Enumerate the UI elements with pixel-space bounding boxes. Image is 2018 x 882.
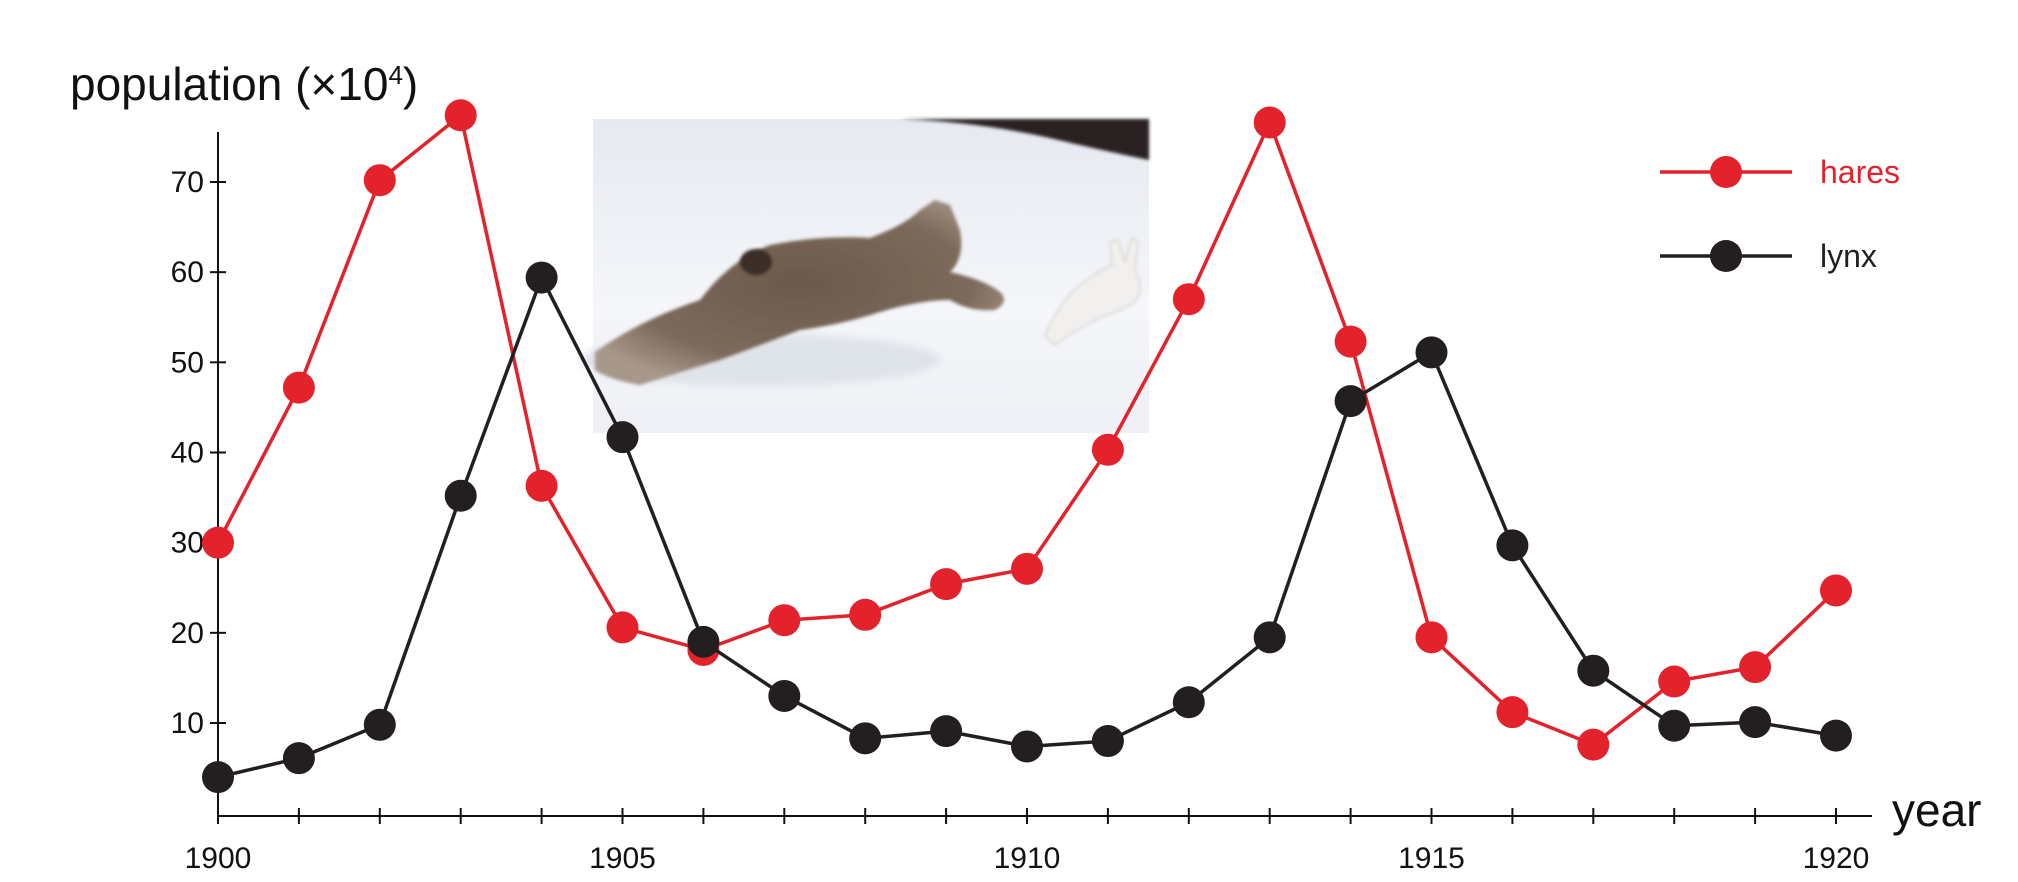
data-point-hares xyxy=(282,371,315,404)
legend-marker xyxy=(1710,156,1742,188)
data-point-hares xyxy=(1739,651,1772,684)
legend-marker xyxy=(1710,240,1742,272)
x-tick-label: 1920 xyxy=(1803,842,1870,875)
data-point-hares xyxy=(1415,621,1448,654)
legend: hares lynx xyxy=(1660,154,1900,274)
data-point-hares xyxy=(1577,728,1610,761)
data-point-hares xyxy=(1253,106,1286,139)
data-point-lynx xyxy=(687,625,720,658)
data-point-lynx xyxy=(1334,385,1367,418)
y-tick-label: 30 xyxy=(171,527,204,560)
data-point-lynx xyxy=(1091,725,1124,758)
series-hares xyxy=(202,99,1852,761)
data-point-lynx xyxy=(1011,730,1043,763)
legend-label: hares xyxy=(1820,154,1900,190)
data-point-lynx xyxy=(525,261,558,294)
data-point-hares xyxy=(1334,325,1367,358)
data-point-hares xyxy=(930,568,963,601)
series-lynx xyxy=(202,261,1852,794)
data-point-lynx xyxy=(1577,654,1610,687)
data-point-lynx xyxy=(1658,709,1691,742)
data-point-lynx xyxy=(930,715,963,748)
axes: 1900 1905 1910 1915 1920 10 20 30 40 50 60 70 xyxy=(171,132,1872,875)
x-tick-label: 1910 xyxy=(994,842,1061,875)
series-layer xyxy=(202,99,1852,794)
data-point-lynx xyxy=(1739,706,1772,739)
data-point-hares xyxy=(363,164,396,197)
data-point-lynx xyxy=(363,708,396,741)
x-tick-label: 1915 xyxy=(1398,842,1465,875)
y-tick-label: 60 xyxy=(171,256,204,289)
data-point-lynx xyxy=(1253,621,1286,654)
data-point-lynx xyxy=(444,479,477,512)
data-point-lynx xyxy=(1415,336,1448,369)
data-point-hares xyxy=(1658,665,1691,698)
data-point-hares xyxy=(849,598,882,631)
data-point-lynx xyxy=(1820,719,1852,752)
data-point-hares xyxy=(1820,574,1852,607)
y-tick-label: 40 xyxy=(171,437,204,470)
data-point-hares xyxy=(1172,283,1205,316)
data-point-lynx xyxy=(1172,686,1205,719)
data-point-hares xyxy=(606,611,639,644)
y-tick-label: 20 xyxy=(171,617,204,650)
data-point-lynx xyxy=(1496,529,1529,562)
y-tick-label: 50 xyxy=(171,346,204,379)
x-axis-title: year xyxy=(1892,784,1981,836)
data-point-lynx xyxy=(606,421,639,454)
data-point-lynx xyxy=(849,722,882,755)
data-point-hares xyxy=(1496,696,1529,729)
x-tick-label: 1905 xyxy=(589,842,656,875)
data-point-hares xyxy=(525,469,558,502)
legend-entry-lynx: lynx xyxy=(1660,238,1877,274)
data-point-lynx xyxy=(768,679,801,712)
y-axis-title: population (×104) xyxy=(70,58,418,110)
y-tick-label: 10 xyxy=(171,707,204,740)
data-point-hares xyxy=(202,526,234,559)
data-point-lynx xyxy=(282,742,315,775)
y-axis-title-exponent: 4 xyxy=(388,60,402,90)
legend-label: lynx xyxy=(1820,238,1877,274)
data-point-lynx xyxy=(202,761,234,794)
data-point-hares xyxy=(1011,552,1043,585)
y-tick-label: 70 xyxy=(171,166,204,199)
x-tick-label: 1900 xyxy=(185,842,252,875)
data-point-hares xyxy=(1091,433,1124,466)
data-point-hares xyxy=(444,99,477,132)
legend-entry-hares: hares xyxy=(1660,154,1900,190)
lynx-hare-photo xyxy=(580,119,1149,433)
data-point-hares xyxy=(768,604,801,637)
